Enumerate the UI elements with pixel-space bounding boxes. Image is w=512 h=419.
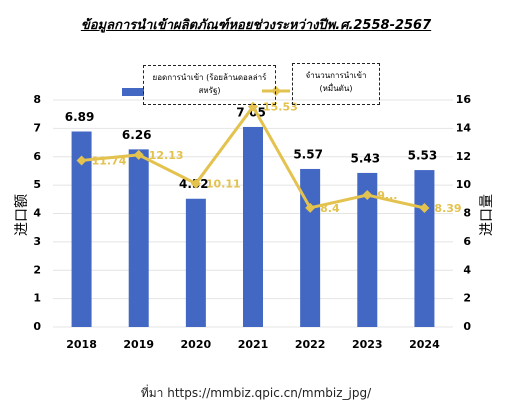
y-tick-label: 2 [33, 263, 41, 276]
bar-value-label: 6.89 [65, 110, 95, 124]
y-tick-label: 6 [33, 150, 41, 163]
bar [300, 168, 321, 327]
legend-entry: ยอดการนำเข้า (ร้อยล้านดอลล่าร์สหรัฐ) [143, 65, 276, 105]
y-tick-label: 5 [33, 178, 41, 191]
bar-value-label: 5.53 [408, 149, 438, 163]
legend-entry: จำนวนการนำเข้า (หมื่นตัน) [292, 63, 380, 105]
bar [414, 170, 435, 327]
y-axis-label: 进口额 [14, 194, 30, 236]
line-marker [305, 202, 316, 213]
y2-tick-label: 10 [456, 178, 472, 191]
legend-swatch [271, 86, 281, 96]
bar-value-label: 5.57 [293, 147, 323, 161]
x-tick-label: 2020 [181, 338, 212, 351]
line-value-label: 10.11 [206, 178, 241, 191]
y2-tick-label: 0 [463, 320, 471, 333]
y2-tick-label: 14 [456, 121, 472, 134]
y-tick-label: 4 [33, 207, 41, 220]
line-marker [419, 202, 430, 213]
bar [128, 149, 149, 327]
y-tick-label: 0 [33, 320, 41, 333]
line-value-label: 9... [377, 189, 397, 202]
chart-title: ข้อมูลการนำเข้าผลิตภัณฑ์หอยช่วงระหว่างปี… [80, 18, 432, 33]
x-tick-label: 2024 [409, 338, 440, 351]
bar [243, 126, 263, 327]
line-marker [362, 190, 373, 201]
line-value-label: 8.4 [320, 202, 340, 215]
line-value-label: 12.13 [149, 149, 184, 162]
line-marker [133, 149, 144, 160]
bar [71, 131, 92, 327]
y2-tick-label: 8 [463, 207, 471, 220]
line-value-label: 8.39 [434, 202, 461, 215]
bar [357, 172, 378, 327]
bar [185, 198, 206, 327]
y2-tick-label: 2 [463, 292, 471, 305]
line-marker [190, 178, 201, 189]
line-value-label: 11.74 [92, 154, 127, 167]
y2-tick-label: 4 [463, 263, 471, 276]
y2-tick-label: 12 [456, 150, 471, 163]
y-tick-label: 1 [33, 292, 41, 305]
y2-axis-label: 进口量 [479, 194, 495, 236]
y-tick-label: 8 [33, 93, 41, 106]
source-note: ที่มา https://mmbiz.qpic.cn/mmbiz_jpg/ [140, 386, 372, 400]
y-tick-label: 7 [33, 121, 41, 134]
line-value-label: 15.53 [263, 101, 298, 114]
x-tick-label: 2021 [238, 338, 269, 351]
x-tick-label: 2018 [66, 338, 97, 351]
bar-value-label: 5.43 [350, 151, 380, 165]
y2-tick-label: 6 [463, 235, 471, 248]
y-tick-label: 3 [33, 235, 41, 248]
bar-value-label: 6.26 [122, 128, 152, 142]
x-tick-label: 2019 [123, 338, 154, 351]
x-tick-label: 2023 [352, 338, 383, 351]
y2-tick-label: 16 [456, 93, 472, 106]
legend-swatch [122, 88, 144, 96]
x-tick-label: 2022 [295, 338, 326, 351]
line-marker [76, 155, 87, 166]
